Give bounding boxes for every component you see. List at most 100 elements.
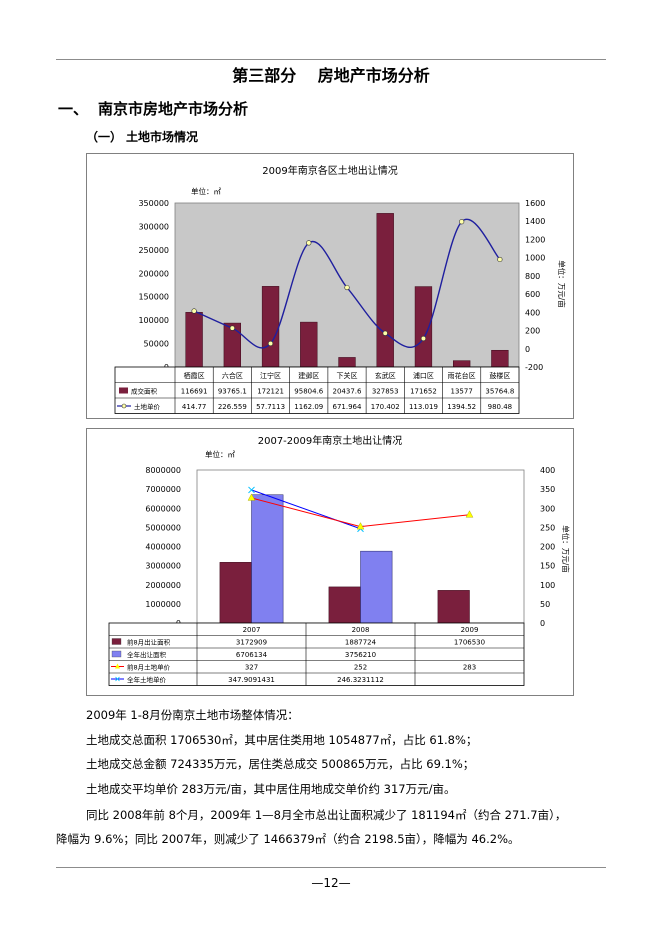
table-value: 283 <box>463 664 476 672</box>
area-data-label: 93765.1 <box>218 388 247 396</box>
table-value: 246.3231112 <box>337 676 384 684</box>
price-point-4 <box>344 284 350 291</box>
page-number: —12— <box>311 876 351 890</box>
price-point-6 <box>420 335 427 342</box>
price-data-label: 170.402 <box>371 403 400 411</box>
bar-area-4 <box>338 357 356 368</box>
y-left-tick-label: 150000 <box>138 293 169 302</box>
price-point-1 <box>229 325 235 331</box>
legend-bar-label: 成交面积 <box>131 387 158 396</box>
area-data-label: 116691 <box>181 388 208 396</box>
eight-month-price-point-2 <box>465 510 474 518</box>
subsection-label: 土地市场情况 <box>126 130 199 144</box>
price-data-label: 671.964 <box>333 403 362 411</box>
area-data-label: 13577 <box>451 388 473 396</box>
category-label: 浦口区 <box>413 371 434 380</box>
price-data-label: 57.7113 <box>256 403 285 411</box>
bar-full-year-area-0 <box>251 494 284 624</box>
table-value: 347.9091431 <box>228 676 275 684</box>
legend-swatch-0 <box>111 638 122 645</box>
price-point-5 <box>382 330 388 336</box>
bar-area-3 <box>300 321 318 368</box>
price-data-label: 1394.52 <box>447 403 476 411</box>
y-left-tick-label: 8000000 <box>145 466 181 475</box>
y-left-tick-label: 50000 <box>144 340 169 349</box>
legend-label-2: 前8月土地单价 <box>127 663 171 672</box>
area-data-label: 35764.8 <box>485 388 514 396</box>
category-label: 2009 <box>461 626 479 634</box>
table-value: 1706530 <box>454 639 485 647</box>
y-right-tick-label: 400 <box>525 308 540 317</box>
paragraph-summary-title: 2009年 1-8月份南京土地市场整体情况： <box>86 708 299 722</box>
section-label: 南京市房地产市场分析 <box>98 100 249 118</box>
y-left-tick-label: 100000 <box>138 316 169 325</box>
chart-title: 2007-2009年南京土地出让情况 <box>258 434 403 447</box>
table-value: 252 <box>354 664 367 672</box>
y-right-tick-label: 0 <box>540 619 545 628</box>
y-right-tick-label: 800 <box>525 272 540 281</box>
y-left-tick-label: 1000000 <box>145 600 181 609</box>
area-data-label: 171652 <box>410 388 437 396</box>
district-land-chart: 2009年南京各区土地出让情况 单位：㎡ 单位：万元/亩 350000 300000 25… <box>86 153 574 419</box>
y-right-tick-label: -200 <box>525 363 543 372</box>
table-value: 3172909 <box>236 639 267 647</box>
bar-full-year-area-1 <box>360 550 393 624</box>
area-data-label: 20437.6 <box>333 388 362 396</box>
legend-marker-3 <box>115 676 120 682</box>
category-label: 2007 <box>243 626 261 634</box>
y-left-tick-label: 6000000 <box>145 504 181 513</box>
legend-label-1: 全年出让面积 <box>127 650 167 659</box>
price-point-2 <box>267 340 274 347</box>
bar-area-2 <box>261 286 280 368</box>
y-left-tick-label: 2000000 <box>145 581 181 590</box>
bar-8month-area-1 <box>328 586 361 624</box>
data-table-frame <box>114 366 520 414</box>
page-title: 第三部分 房地产市场分析 <box>232 66 430 85</box>
y-left-tick-label: 3000000 <box>145 562 181 571</box>
full-year-price-point-0 <box>248 486 255 494</box>
table-value: 6706134 <box>236 651 268 659</box>
legend-bar-swatch <box>119 387 128 394</box>
subsection-number: （一） <box>86 130 123 144</box>
category-label: 江宁区 <box>260 371 281 380</box>
section-heading: 一、 南京市房地产市场分析 <box>58 98 248 119</box>
y-right-tick-label: 50 <box>540 600 550 609</box>
y-right-tick-label: 1200 <box>525 235 545 244</box>
y-right-tick-label: 200 <box>525 327 540 336</box>
unit-left-label: 单位：㎡ <box>205 449 235 459</box>
area-data-label: 95804.6 <box>294 388 323 396</box>
area-data-label: 172121 <box>257 388 284 396</box>
legend-label-0: 前8月出让面积 <box>127 638 171 647</box>
bar-area-8 <box>491 349 509 368</box>
yearly-land-chart: 2007-2009年南京土地出让情况 单位：㎡ 单位：万元/亩 8000000 7000… <box>86 428 574 696</box>
price-point-8 <box>497 256 503 263</box>
data-table-frame <box>108 622 525 686</box>
category-label: 玄武区 <box>375 371 396 380</box>
y-right-tick-label: 1000 <box>525 254 545 263</box>
table-value: 1887724 <box>345 639 377 647</box>
paragraph-amount: 土地成交总金额 724335万元，居住类总成交 500865万元，占比 69.1… <box>86 757 475 771</box>
y-right-tick-label: 100 <box>540 581 555 590</box>
bar-area-5 <box>376 213 394 368</box>
y-left-tick-label: 5000000 <box>145 523 181 532</box>
price-point-3 <box>306 240 312 246</box>
legend-swatch-1 <box>111 650 122 658</box>
y-left-tick-label: 7000000 <box>145 485 181 494</box>
paragraph-price: 土地成交平均单价 283万元/亩，其中居住用地成交单价约 317万元/亩。 <box>86 782 456 796</box>
y-right-tick-label: 300 <box>540 504 555 513</box>
category-label: 建邺区 <box>298 371 319 380</box>
table-value: 327 <box>245 664 258 672</box>
subsection-heading: （一） 土地市场情况 <box>86 128 198 145</box>
y-right-tick-label: 350 <box>540 485 555 494</box>
y-right-tick-label: 250 <box>540 523 555 532</box>
price-point-0 <box>191 308 197 314</box>
category-label: 鼓楼区 <box>489 371 510 380</box>
y-right-tick-label: 1600 <box>525 199 545 208</box>
category-label: 栖霞区 <box>184 371 205 380</box>
eight-month-price-point-0 <box>247 493 256 501</box>
section-number: 一、 <box>58 100 89 118</box>
bar-8month-area-0 <box>219 562 252 624</box>
price-point-7 <box>459 219 465 225</box>
